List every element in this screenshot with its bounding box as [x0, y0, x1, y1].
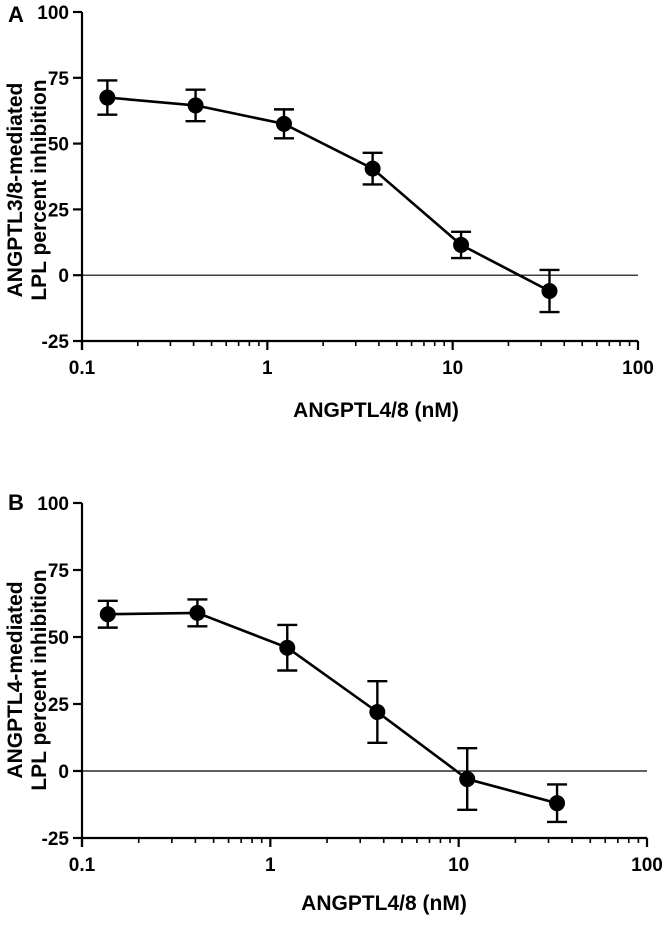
- data-point: [453, 236, 470, 253]
- plot-area: 100 75 50 25 0 -25 0.1 1 10 100: [37, 3, 654, 379]
- x-tick-label: 10: [442, 358, 463, 379]
- x-tick-label: 10: [448, 855, 469, 876]
- y-axis-title-line-2: LPL percent inhibition: [28, 79, 51, 300]
- x-axis-title: ANGPTL4/8 (nM): [301, 892, 467, 915]
- y-tick-label: 25: [48, 695, 70, 716]
- series-line: [107, 96, 551, 293]
- y-axis-title: ANGPTL4-mediated LPL percent inhibition: [4, 569, 51, 790]
- data-point: [549, 795, 566, 812]
- y-tick-label: -25: [42, 332, 70, 353]
- y-tick-label: -25: [42, 829, 70, 850]
- y-axis-title-line-1: ANGPTL3/8-mediated: [4, 83, 27, 298]
- data-point: [369, 704, 386, 721]
- y-tick-label: 100: [37, 494, 69, 515]
- x-tick-label: 1: [262, 358, 273, 379]
- panel-a: A ANGPTL3/8-mediated LPL percent inhibit…: [4, 2, 654, 422]
- y-tick-label: 0: [58, 266, 69, 287]
- y-tick-label: 100: [37, 3, 69, 24]
- data-point: [99, 89, 116, 106]
- y-tick-label: 0: [58, 762, 69, 783]
- data-point: [99, 606, 116, 623]
- panel-letter-a: A: [8, 2, 24, 27]
- data-point: [459, 771, 476, 788]
- x-tick-label: 0.1: [69, 855, 96, 876]
- y-tick-label: 75: [48, 69, 70, 90]
- y-tick-label: 25: [48, 200, 70, 221]
- x-tick-label: 100: [631, 855, 663, 876]
- data-point: [279, 639, 296, 656]
- y-tick-label: 50: [48, 628, 69, 649]
- plot-area: 100 75 50 25 0 -25 0.1 1 10 100: [37, 494, 663, 876]
- y-tick-label: 75: [48, 561, 70, 582]
- y-axis-title-line-2: LPL percent inhibition: [28, 569, 51, 790]
- x-tick-label: 0.1: [69, 358, 96, 379]
- panel-b: B ANGPTL4-mediated LPL percent inhibitio…: [4, 490, 663, 915]
- panel-letter-b: B: [8, 490, 24, 515]
- y-axis-title-line-1: ANGPTL4-mediated: [4, 581, 27, 778]
- y-tick-label: 50: [48, 135, 69, 156]
- data-point: [187, 97, 204, 114]
- x-tick-label: 100: [622, 358, 654, 379]
- y-axis-title: ANGPTL3/8-mediated LPL percent inhibitio…: [4, 79, 51, 300]
- data-point: [275, 115, 292, 132]
- series-line: [107, 611, 558, 805]
- x-axis-title: ANGPTL4/8 (nM): [293, 399, 459, 422]
- data-point: [364, 160, 381, 177]
- data-point: [541, 282, 558, 299]
- data-point: [189, 604, 206, 621]
- x-tick-label: 1: [265, 855, 276, 876]
